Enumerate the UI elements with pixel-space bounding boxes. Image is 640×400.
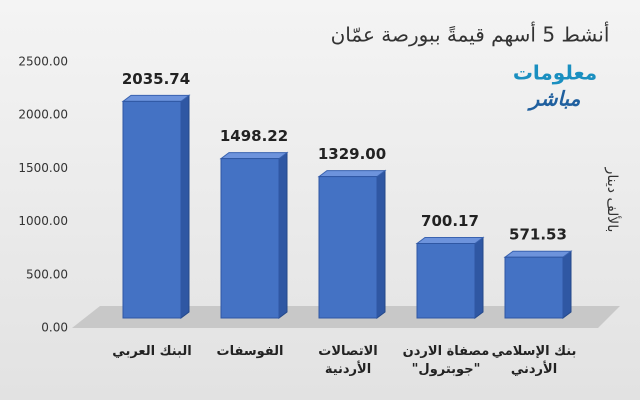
x-tick-label: البنك العربي	[112, 344, 192, 359]
x-tick-label: بنك الإسلامي الأردني	[491, 344, 577, 377]
bar-side	[180, 94, 190, 319]
y-tick-label: 1500.00	[18, 161, 68, 175]
bar-side	[562, 250, 572, 319]
value-label: 1498.22	[220, 127, 288, 145]
value-label: 2035.74	[122, 70, 190, 88]
y-tick-label: 500.00	[26, 267, 68, 281]
bar-top	[317, 170, 387, 178]
bar-side	[376, 169, 386, 319]
bar-top	[415, 237, 485, 245]
value-label: 1329.00	[318, 145, 386, 163]
bar	[318, 176, 378, 319]
bar-top	[503, 250, 573, 258]
x-tick-label: مصفاة الاردن "جوبترول"	[402, 344, 490, 377]
y-tick-label: 2500.00	[18, 55, 68, 69]
bar	[504, 256, 564, 319]
value-label: 571.53	[509, 226, 567, 244]
bar	[122, 100, 182, 319]
x-tick-label: الاتصالات الأردنية	[318, 344, 378, 377]
bar-side	[278, 151, 288, 319]
bar	[220, 158, 280, 319]
logo-line: معلومات	[513, 61, 597, 85]
y-axis-label: بالألف دينار	[604, 167, 622, 233]
y-tick-label: 1000.00	[18, 214, 68, 228]
bar-top	[219, 152, 289, 160]
bar	[416, 243, 476, 319]
y-tick-label: 0.00	[41, 321, 68, 335]
x-tick-label: الفوسفات	[216, 344, 284, 359]
value-label: 700.17	[421, 212, 479, 230]
y-tick-label: 2000.00	[18, 108, 68, 122]
chart-title: أنشط 5 أسهم قيمةً ببورصة عمّان	[331, 22, 610, 47]
bar-top	[121, 94, 191, 102]
logo-line: مباشر	[527, 87, 581, 112]
bar-side	[474, 236, 484, 319]
